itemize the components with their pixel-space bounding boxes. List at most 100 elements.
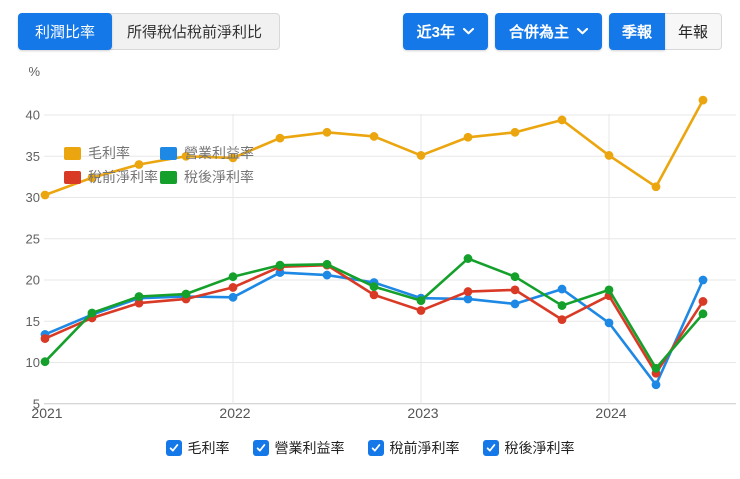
checked-checkbox-icon xyxy=(165,440,182,456)
statement-type-label: 合併為主 xyxy=(508,24,569,41)
posttax-margin-point-2021Q2[interactable] xyxy=(87,308,97,318)
operating-margin-point-2024Q2[interactable] xyxy=(651,380,661,390)
checked-checkbox-icon xyxy=(482,440,499,456)
tab-income-tax-ratio[interactable]: 所得稅佔稅前淨利比 xyxy=(109,13,281,50)
gross-margin-point-2022Q1[interactable] xyxy=(228,153,238,163)
gridlines xyxy=(44,114,736,405)
series-gross-margin xyxy=(40,95,708,200)
checkbox-posttax-margin[interactable]: 稅後淨利率 xyxy=(482,438,575,458)
operating-margin-point-2024Q1[interactable] xyxy=(604,318,614,328)
y-tick-label: 25 xyxy=(26,231,40,246)
y-tick-label: 15 xyxy=(26,314,40,329)
gross-margin-point-2024Q1[interactable] xyxy=(604,151,614,160)
checked-checkbox-icon xyxy=(367,440,384,456)
gross-margin-point-2024Q3[interactable] xyxy=(698,95,708,105)
metric-tabs: 利潤比率 所得稅佔稅前淨利比 xyxy=(18,13,281,50)
operating-margin-point-2023Q3[interactable] xyxy=(510,299,520,309)
period-quarterly-button[interactable]: 季報 xyxy=(608,13,665,50)
series-checkbox-row: 毛利率 營業利益率 稅前淨利率 稅後淨利率 xyxy=(0,438,740,458)
gross-margin-point-2021Q1[interactable] xyxy=(40,190,50,200)
operating-margin-point-2024Q3[interactable] xyxy=(698,275,708,285)
x-axis-labels: 2021 2022 2023 2024 xyxy=(31,405,626,421)
posttax-margin-point-2022Q3[interactable] xyxy=(322,259,332,269)
gross-margin-point-2022Q2[interactable] xyxy=(275,133,285,143)
x-tick-label: 2021 xyxy=(31,405,62,421)
chevron-down-icon xyxy=(462,28,474,35)
posttax-margin-point-2023Q1[interactable] xyxy=(416,296,426,306)
checkbox-label: 毛利率 xyxy=(187,440,230,456)
pretax-margin-point-2023Q1[interactable] xyxy=(416,306,426,315)
pretax-margin-point-2021Q1[interactable] xyxy=(40,334,50,343)
legend-label: 稅後淨利率 xyxy=(184,169,254,185)
gross-margin-point-2024Q2[interactable] xyxy=(651,182,661,192)
pretax-margin-swatch-icon xyxy=(64,170,81,184)
gross-margin-point-2023Q1[interactable] xyxy=(416,151,426,160)
posttax-margin-swatch-icon xyxy=(160,170,177,184)
posttax-margin-point-2024Q3[interactable] xyxy=(698,309,708,319)
y-axis-labels: % 40 35 30 25 20 15 10 5 xyxy=(26,64,41,411)
gross-margin-point-2023Q2[interactable] xyxy=(463,132,473,142)
posttax-margin-point-2022Q4[interactable] xyxy=(369,282,379,291)
legend-item-gross-margin[interactable]: 毛利率 xyxy=(64,143,160,163)
gross-margin-point-2021Q2[interactable] xyxy=(87,173,97,183)
gross-margin-point-2021Q3[interactable] xyxy=(134,160,144,169)
checkbox-label: 營業利益率 xyxy=(274,440,345,456)
posttax-margin-point-2023Q2[interactable] xyxy=(463,254,473,263)
operating-margin-point-2022Q3[interactable] xyxy=(322,270,332,280)
posttax-margin-point-2024Q1[interactable] xyxy=(604,285,614,295)
period-toggle: 季報 年報 xyxy=(608,13,722,50)
series-posttax-margin xyxy=(40,254,708,373)
checkbox-pretax-margin[interactable]: 稅前淨利率 xyxy=(367,438,460,458)
gross-margin-point-2022Q3[interactable] xyxy=(322,127,332,137)
x-tick-label: 2022 xyxy=(219,405,250,421)
statement-type-dropdown[interactable]: 合併為主 xyxy=(494,13,602,50)
chevron-down-icon xyxy=(576,28,588,35)
x-tick-label: 2023 xyxy=(407,405,438,421)
legend-label: 毛利率 xyxy=(88,145,130,161)
pretax-margin-point-2023Q4[interactable] xyxy=(557,315,567,324)
chart-area: % 40 35 30 25 20 15 10 5 2021 2022 2023 2024 毛利率 營業利… xyxy=(0,60,740,425)
legend-label: 稅前淨利率 xyxy=(88,169,158,185)
legend-item-pretax-margin[interactable]: 稅前淨利率 xyxy=(64,167,160,187)
posttax-margin-point-2023Q4[interactable] xyxy=(557,301,567,310)
posttax-margin-point-2022Q2[interactable] xyxy=(275,260,285,270)
pretax-margin-point-2023Q2[interactable] xyxy=(463,287,473,296)
checkbox-operating-margin[interactable]: 營業利益率 xyxy=(252,438,345,458)
checkbox-gross-margin[interactable]: 毛利率 xyxy=(165,438,230,458)
posttax-margin-point-2021Q1[interactable] xyxy=(40,357,50,367)
chart-legend: 毛利率 營業利益率 稅前淨利率 稅後淨利率 xyxy=(64,143,254,187)
pretax-margin-point-2023Q3[interactable] xyxy=(510,285,520,295)
y-tick-label: 10 xyxy=(26,355,40,370)
operating-margin-point-2023Q4[interactable] xyxy=(557,284,567,294)
chart-controls: 近3年 合併為主 季報 年報 xyxy=(402,13,722,50)
posttax-margin-point-2024Q2[interactable] xyxy=(651,363,661,373)
pretax-margin-point-2021Q3[interactable] xyxy=(134,298,144,308)
pretax-margin-point-2022Q4[interactable] xyxy=(369,290,379,300)
posttax-margin-point-2021Q3[interactable] xyxy=(134,292,144,301)
checkbox-label: 稅前淨利率 xyxy=(389,440,460,456)
gross-margin-swatch-icon xyxy=(64,146,81,160)
y-axis-unit-label: % xyxy=(28,64,40,79)
operating-margin-swatch-icon xyxy=(160,146,177,160)
range-dropdown[interactable]: 近3年 xyxy=(402,13,488,50)
y-tick-label: 20 xyxy=(26,273,40,288)
legend-item-operating-margin[interactable]: 營業利益率 xyxy=(160,143,254,163)
period-annual-button[interactable]: 年報 xyxy=(664,13,722,50)
operating-margin-point-2023Q2[interactable] xyxy=(463,294,473,304)
legend-item-posttax-margin[interactable]: 稅後淨利率 xyxy=(160,167,254,187)
gross-margin-point-2023Q4[interactable] xyxy=(557,115,567,125)
posttax-margin-point-2022Q1[interactable] xyxy=(228,272,238,282)
posttax-margin-point-2021Q4[interactable] xyxy=(181,289,191,299)
gross-margin-point-2022Q4[interactable] xyxy=(369,132,379,141)
y-tick-label: 40 xyxy=(26,108,40,123)
gross-margin-point-2023Q3[interactable] xyxy=(510,127,520,137)
tab-profit-ratio[interactable]: 利潤比率 xyxy=(18,13,113,50)
pretax-margin-point-2022Q1[interactable] xyxy=(228,283,238,292)
pretax-margin-point-2024Q3[interactable] xyxy=(698,297,708,306)
posttax-margin-point-2023Q3[interactable] xyxy=(510,272,520,282)
posttax-margin-line xyxy=(43,257,705,370)
gross-margin-point-2021Q4[interactable] xyxy=(181,151,191,161)
range-dropdown-label: 近3年 xyxy=(416,24,455,41)
operating-margin-point-2022Q1[interactable] xyxy=(228,292,238,302)
